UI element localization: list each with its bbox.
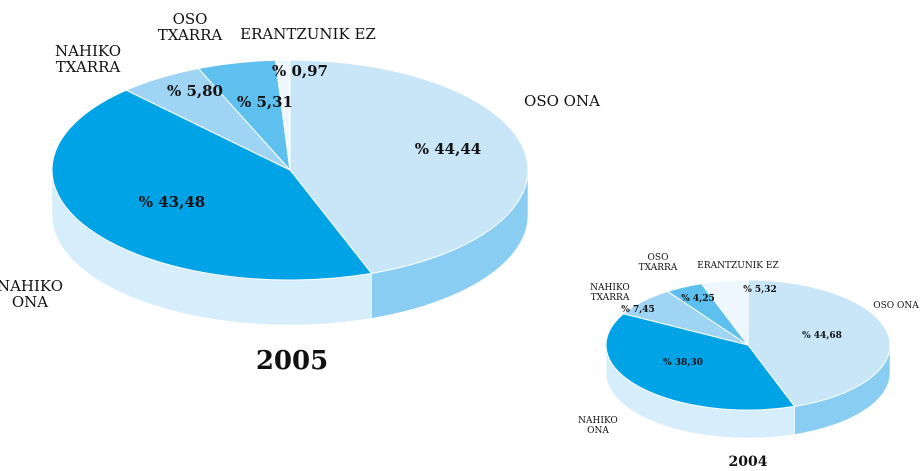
category-label: NAHIKO ONA bbox=[0, 277, 63, 311]
category-label: NAHIKO TXARRA bbox=[55, 42, 121, 76]
category-label: NAHIKO ONA bbox=[578, 416, 618, 436]
category-label: OSO ONA bbox=[524, 92, 600, 110]
chart-title: 2005 bbox=[256, 346, 328, 376]
value-label: % 5,31 bbox=[237, 93, 293, 111]
category-label: OSO TXARRA bbox=[158, 10, 223, 44]
chart-title: 2004 bbox=[729, 454, 768, 470]
value-label: % 43,48 bbox=[139, 193, 205, 211]
value-label: % 44,68 bbox=[802, 331, 842, 341]
value-label: % 5,80 bbox=[167, 82, 223, 100]
pie-tops bbox=[605, 279, 891, 411]
pie-slice bbox=[289, 59, 529, 274]
value-label: % 7,45 bbox=[621, 305, 655, 315]
value-label: % 44,44 bbox=[415, 140, 481, 158]
pie-tops bbox=[51, 59, 529, 281]
pie-slice bbox=[51, 89, 373, 281]
category-label: ERANTZUNIK EZ bbox=[240, 25, 376, 43]
category-label: OSO TXARRA bbox=[639, 253, 678, 273]
value-label: % 38,30 bbox=[663, 358, 703, 368]
value-label: % 4,25 bbox=[681, 294, 715, 304]
pie-slice bbox=[274, 59, 291, 171]
value-label: % 5,32 bbox=[743, 285, 777, 295]
category-label: ERANTZUNIK EZ bbox=[697, 261, 778, 271]
pie-slice bbox=[700, 279, 749, 347]
category-label: OSO ONA bbox=[873, 301, 919, 311]
value-label: % 0,97 bbox=[272, 62, 328, 80]
pie-slice bbox=[605, 313, 796, 411]
category-label: NAHIKO TXARRA bbox=[590, 283, 630, 303]
pie-slice bbox=[747, 279, 891, 407]
